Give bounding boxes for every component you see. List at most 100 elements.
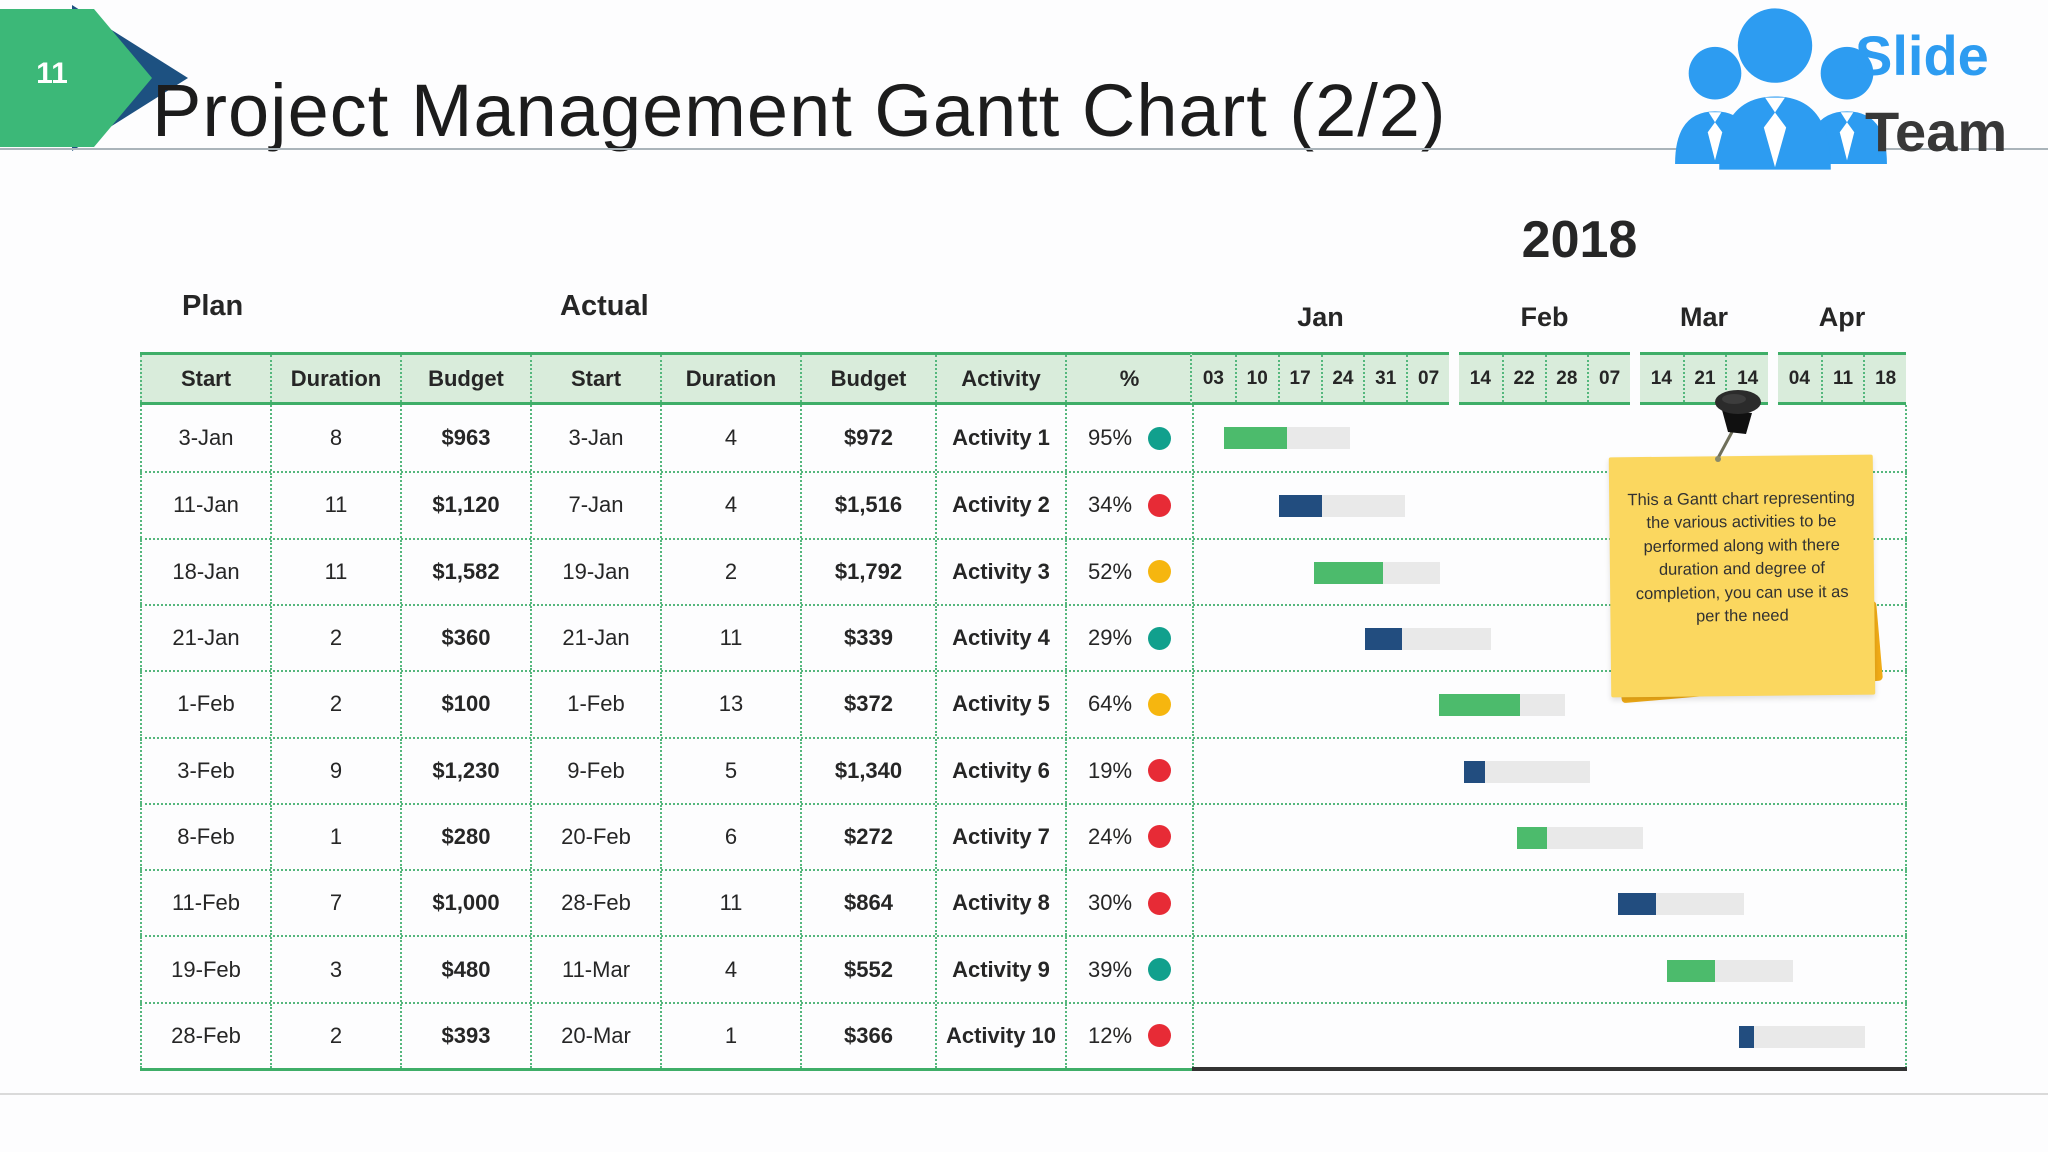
gantt-bar-track: [1464, 760, 1590, 783]
status-indicator-dot: [1148, 692, 1172, 716]
status-indicator-dot: [1148, 1024, 1172, 1048]
cell-actual_budget: $366: [800, 1003, 935, 1068]
status-indicator-dot: [1148, 560, 1172, 584]
gantt-bar-track: [1618, 893, 1744, 916]
status-indicator-dot: [1148, 626, 1172, 650]
percent-complete: 29%: [1087, 625, 1172, 651]
cell-actual_start: 3-Jan: [530, 405, 660, 472]
cell-actual_duration: 11: [660, 871, 800, 936]
column-header-start: Start: [530, 355, 660, 402]
gantt-row-area: [1192, 871, 1907, 936]
cell-plan_duration: 1: [270, 804, 400, 870]
percent-value: 12%: [1087, 1022, 1133, 1048]
footer-divider-line: [0, 1093, 2048, 1095]
cell-actual_duration: 5: [660, 738, 800, 803]
cell-name: Activity 4: [935, 605, 1065, 671]
table-row: 3-Feb 9 $1,230 9-Feb 5 $1,340 Activity 6 19%: [140, 736, 1907, 803]
cell-plan_duration: 3: [270, 937, 400, 1002]
percent-complete: 64%: [1087, 691, 1172, 717]
percent-complete: 52%: [1087, 558, 1172, 585]
table-row: 8-Feb 1 $280 20-Feb 6 $272 Activity 7 24%: [140, 802, 1907, 870]
cell-actual_start: 1-Feb: [530, 672, 660, 737]
gantt-bar-track: [1667, 959, 1793, 982]
column-header-budget: Budget: [800, 355, 935, 402]
date-header-cell: 11: [1820, 355, 1864, 402]
cell-name: Activity 3: [935, 539, 1065, 604]
date-header-cell: 03: [1202, 367, 1224, 389]
title-divider-line: [0, 148, 2048, 150]
date-header-group: 03 10 17 24 31 07: [1192, 352, 1449, 405]
cell-plan_start: 19-Feb: [140, 937, 270, 1002]
table-row: 11-Feb 7 $1,000 28-Feb 11 $864 Activity 8 30%: [140, 869, 1907, 936]
logo-text-slide: Slide: [1855, 24, 1989, 87]
percent-value: 39%: [1087, 956, 1133, 982]
timeline-month-label: Jan: [1297, 302, 1344, 332]
cell-plan_start: 28-Feb: [140, 1003, 270, 1068]
gantt-bar-fill: [1224, 427, 1287, 450]
table-row: 1-Feb 2 $100 1-Feb 13 $372 Activity 5 64%: [140, 670, 1907, 737]
date-header-cell: 14: [1650, 367, 1672, 389]
cell-plan_budget: $393: [400, 1003, 530, 1068]
cell-actual_duration: 4: [660, 405, 800, 472]
cell-actual_start: 9-Feb: [530, 738, 660, 803]
gantt-row-area: [1192, 1003, 1907, 1068]
sticky-note: This a Gantt chart representing the vari…: [1606, 390, 1886, 732]
status-indicator-dot: [1148, 759, 1172, 783]
cell-plan_start: 3-Jan: [140, 405, 270, 472]
cell-actual_budget: $372: [800, 672, 935, 737]
logo-text-team: Team: [1865, 100, 2008, 163]
date-header-group: 04 11 18: [1778, 352, 1906, 405]
gantt-row-area: [1192, 605, 1907, 671]
date-header-cell: 21: [1682, 355, 1726, 402]
cell-plan_start: 18-Jan: [140, 539, 270, 604]
table-row: 11-Jan 11 $1,120 7-Jan 4 $1,516 Activity 2 34%: [140, 471, 1907, 538]
column-header-duration: Duration: [660, 355, 800, 402]
column-header-start: Start: [140, 355, 270, 402]
cell-name: Activity 10: [935, 1003, 1065, 1068]
cell-actual_start: 11-Mar: [530, 937, 660, 1002]
gantt-bar-track: [1517, 826, 1643, 849]
gantt-bar-fill: [1314, 561, 1384, 584]
timeline-year-label: 2018: [1521, 211, 1638, 269]
gantt-bar-track: [1439, 694, 1565, 717]
status-indicator-dot: [1148, 426, 1172, 450]
cell-name: Activity 9: [935, 937, 1065, 1002]
date-header-cell: 07: [1406, 355, 1449, 402]
cell-percent: 19%: [1065, 738, 1192, 803]
percent-complete: 39%: [1087, 956, 1172, 983]
cell-actual_start: 7-Jan: [530, 473, 660, 538]
cell-actual_budget: $864: [800, 871, 935, 936]
percent-value: 29%: [1087, 625, 1133, 651]
gantt-bar-fill: [1365, 628, 1402, 651]
gantt-bar-fill: [1439, 694, 1520, 717]
cell-name: Activity 7: [935, 804, 1065, 870]
status-indicator-dot: [1148, 493, 1172, 517]
cell-percent: 29%: [1065, 605, 1192, 671]
cell-plan_start: 1-Feb: [140, 672, 270, 737]
cell-percent: 34%: [1065, 473, 1192, 538]
cell-name: Activity 2: [935, 473, 1065, 538]
gantt-bar-track: [1279, 495, 1405, 518]
gantt-bar-track: [1224, 427, 1350, 450]
percent-value: 52%: [1087, 558, 1133, 584]
cell-actual_duration: 2: [660, 539, 800, 604]
cell-actual_budget: $1,516: [800, 473, 935, 538]
gantt-table: Start Duration Budget Start Duration Budget Ac…: [140, 352, 1907, 1074]
gantt-bar-track: [1314, 561, 1440, 584]
table-bottom-border: [140, 1068, 1192, 1071]
cell-actual_duration: 6: [660, 804, 800, 870]
date-header-cell: 28: [1544, 355, 1588, 402]
percent-complete: 30%: [1087, 890, 1172, 916]
percent-value: 30%: [1087, 890, 1133, 916]
percent-value: 24%: [1087, 823, 1133, 849]
cell-plan_budget: $963: [400, 405, 530, 472]
cell-actual_duration: 4: [660, 473, 800, 538]
percent-value: 34%: [1087, 492, 1133, 518]
gantt-bar-track: [1739, 1025, 1865, 1048]
cell-plan_duration: 11: [270, 539, 400, 604]
cell-plan_budget: $100: [400, 672, 530, 737]
date-header-cell: 24: [1320, 355, 1364, 402]
percent-value: 64%: [1087, 691, 1133, 717]
table-row: 18-Jan 11 $1,582 19-Jan 2 $1,792 Activity 3 52%: [140, 537, 1907, 604]
